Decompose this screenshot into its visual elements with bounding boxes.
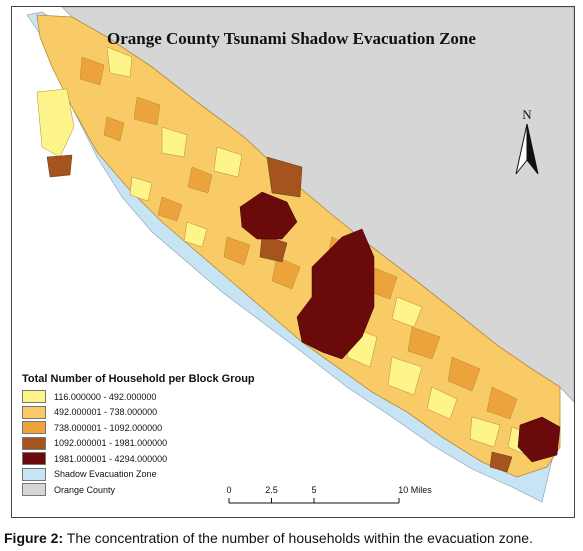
legend-title: Total Number of Household per Block Grou…	[22, 373, 255, 385]
legend-swatch	[22, 390, 46, 404]
legend-label: 116.000000 - 492.000000	[54, 391, 157, 402]
scale-tick-label: 2.5	[265, 485, 278, 495]
map-frame: Orange County Tsunami Shadow Evacuation …	[11, 6, 575, 518]
legend-items: 116.000000 - 492.000000 492.000001 - 738.…	[22, 389, 292, 498]
map-title: Orange County Tsunami Shadow Evacuation …	[107, 29, 476, 48]
scale-bar-line	[228, 498, 400, 504]
figure-caption: Figure 2: The concentration of the numbe…	[4, 530, 533, 546]
scale-tick-label: 10 Miles	[398, 485, 432, 495]
class-1092-1981-patches	[46, 154, 513, 473]
north-arrow-icon	[515, 123, 539, 175]
legend-item: 1981.000001 - 4294.000000	[22, 451, 292, 467]
legend-label: 492.000001 - 738.000000	[54, 407, 158, 418]
legend-swatch	[22, 483, 46, 497]
legend-item: 116.000000 - 492.000000	[22, 389, 292, 405]
legend-swatch	[22, 467, 46, 481]
north-label: N	[522, 107, 532, 122]
legend-swatch	[22, 452, 46, 466]
scale-bar: 0 2.5 5 10 Miles	[219, 485, 432, 511]
legend-item: 492.000001 - 738.000000	[22, 405, 292, 421]
legend-label: Shadow Evacuation Zone	[54, 469, 157, 480]
legend-swatch	[22, 421, 46, 435]
map-canvas	[12, 7, 574, 517]
legend-swatch	[22, 405, 46, 419]
legend-item: 738.000001 - 1092.000000	[22, 420, 292, 436]
legend-label: 1092.000001 - 1981.000000	[54, 438, 168, 449]
legend-label: 1981.000001 - 4294.000000	[54, 453, 168, 464]
scale-tick-label: 5	[311, 485, 317, 495]
caption-text: The concentration of the number of house…	[63, 530, 533, 546]
scale-tick-label: 0	[226, 485, 232, 495]
legend-item: 1092.000001 - 1981.000000	[22, 436, 292, 452]
class-1981-4294-patches	[239, 191, 561, 463]
north-arrow: N	[512, 107, 542, 177]
legend-item: Shadow Evacuation Zone	[22, 467, 292, 483]
legend-swatch	[22, 436, 46, 450]
legend-item: Orange County	[22, 482, 292, 498]
legend: Total Number of Household per Block Grou…	[22, 373, 292, 498]
legend-label: 738.000001 - 1092.000000	[54, 422, 163, 433]
legend-label: Orange County	[54, 484, 116, 495]
caption-label: Figure 2:	[4, 530, 64, 546]
ocean	[12, 167, 472, 517]
